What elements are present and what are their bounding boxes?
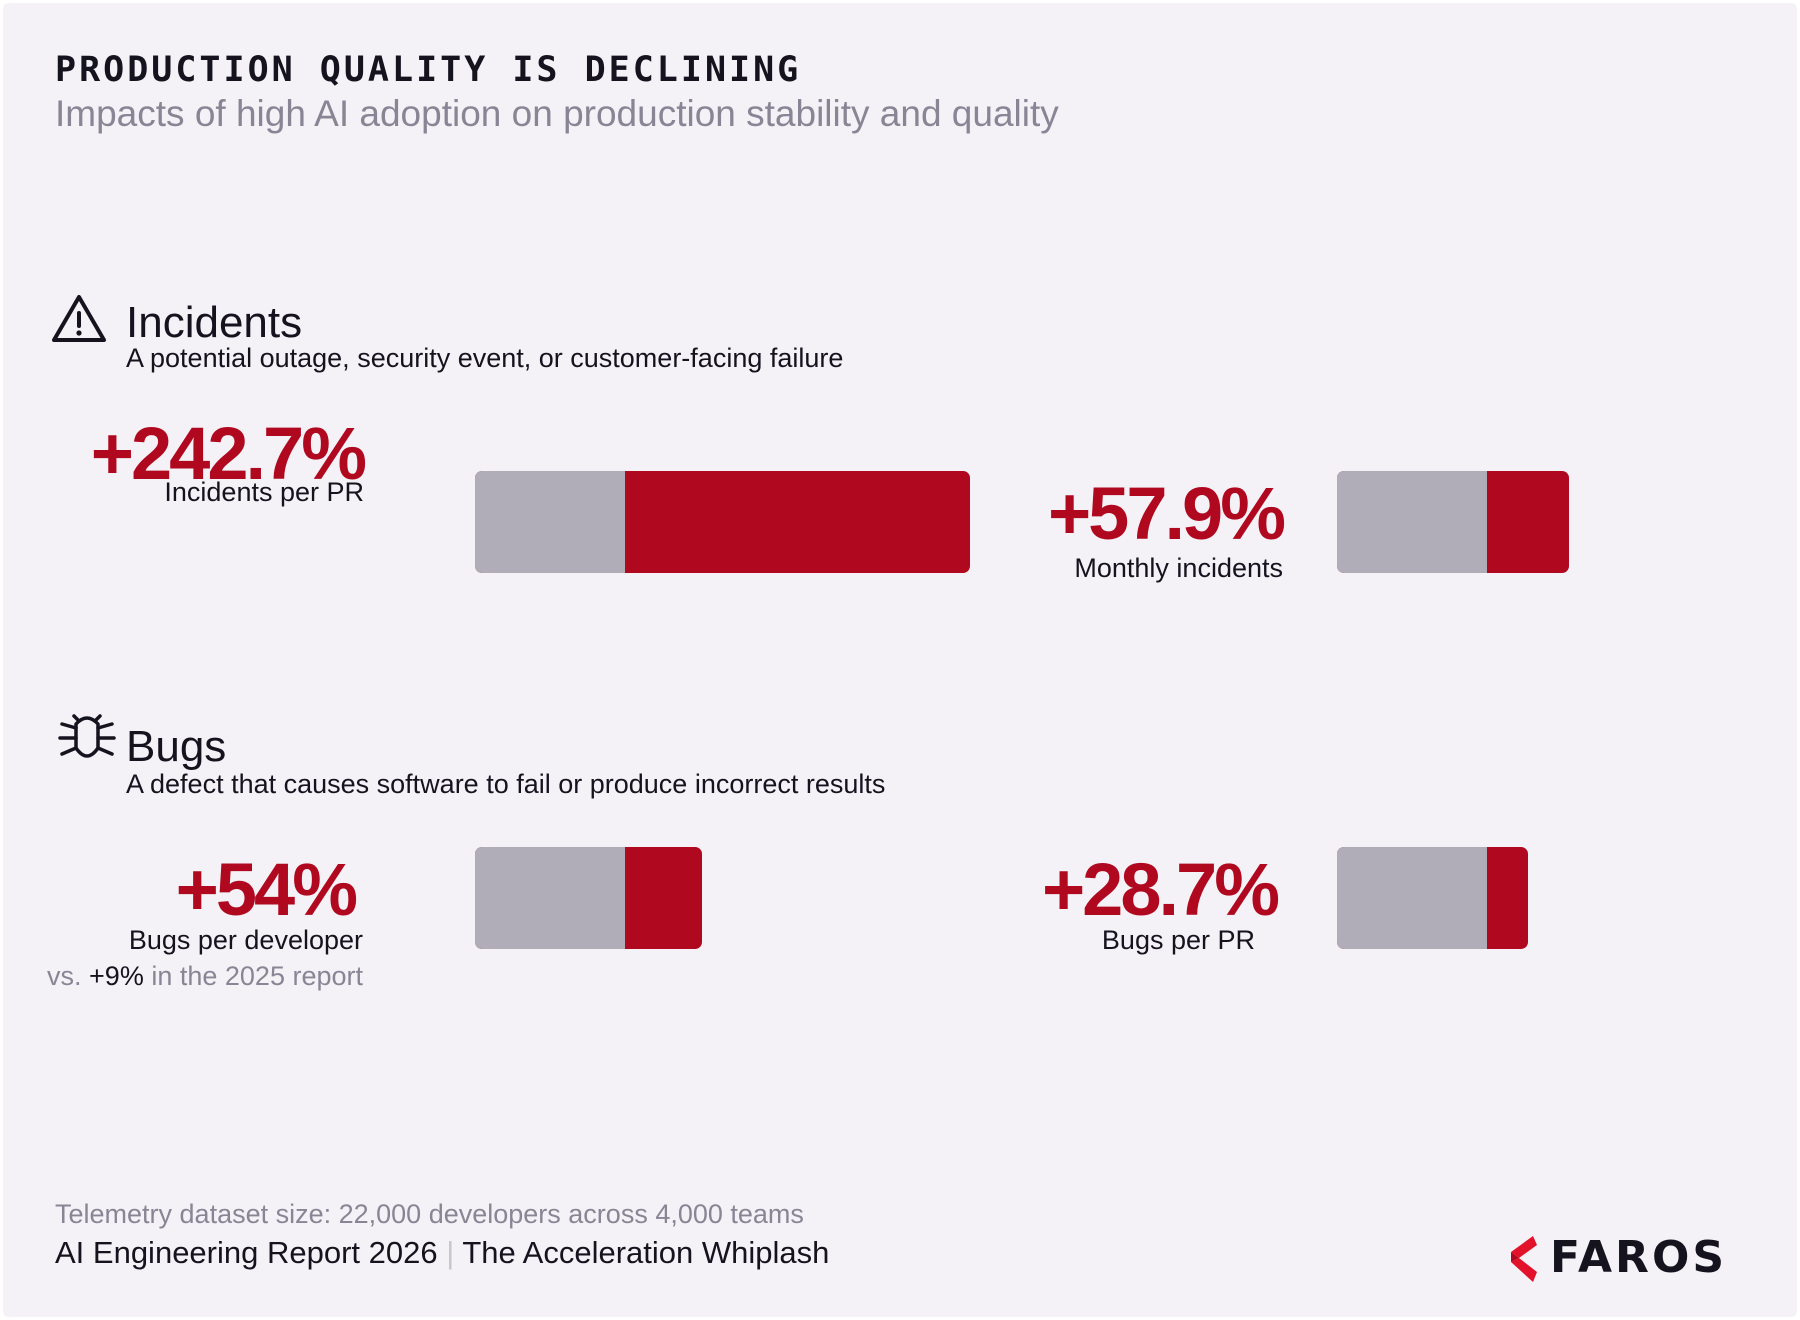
incidents-per-pr-value: +242.7% xyxy=(90,412,367,495)
incidents-per-pr-bar xyxy=(475,471,970,573)
bugs-per-developer-baseline-segment xyxy=(475,847,625,949)
bugs-per-pr-bar xyxy=(1337,847,1528,949)
faros-logo-text: FAROS xyxy=(1550,1232,1728,1283)
report-title: AI Engineering Report 2026 xyxy=(55,1235,438,1270)
bugs-per-developer-bar xyxy=(475,847,702,949)
report-separator: | xyxy=(446,1235,455,1270)
monthly-incidents-baseline-segment xyxy=(1337,471,1487,573)
monthly-incidents-value: +57.9% xyxy=(1047,472,1286,555)
report-credit: AI Engineering Report 2026 | The Acceler… xyxy=(55,1235,829,1271)
warning-triangle-icon xyxy=(52,295,106,342)
bugs-per-pr-label: Bugs per PR xyxy=(1101,925,1255,955)
bugs-per-pr-baseline-segment xyxy=(1337,847,1487,949)
note-value: +9% xyxy=(89,961,144,991)
incidents-per-pr-baseline-segment xyxy=(475,471,625,573)
bug-icon xyxy=(58,714,116,758)
note-prefix: vs. xyxy=(47,961,82,991)
monthly-incidents-label: Monthly incidents xyxy=(1074,553,1283,583)
bugs-title: Bugs xyxy=(126,722,227,771)
incidents-per-pr-label: Incidents per PR xyxy=(164,477,364,507)
dataset-note: Telemetry dataset size: 22,000 developer… xyxy=(55,1199,804,1229)
bugs-per-developer-note: vs. +9% in the 2025 report xyxy=(47,961,363,992)
monthly-incidents-bar xyxy=(1337,471,1569,573)
bugs-description: A defect that causes software to fail or… xyxy=(126,769,886,799)
infographic-card xyxy=(3,3,1797,1317)
bugs-per-developer-label: Bugs per developer xyxy=(128,925,363,955)
note-suffix: in the 2025 report xyxy=(151,961,363,991)
bugs-per-pr-value: +28.7% xyxy=(1041,848,1280,931)
bugs-per-developer-value: +54% xyxy=(175,848,358,931)
kicker-title: PRODUCTION QUALITY IS DECLINING xyxy=(55,50,802,90)
incidents-description: A potential outage, security event, or c… xyxy=(126,343,844,373)
report-subtitle: The Acceleration Whiplash xyxy=(462,1235,830,1270)
faros-logo-icon xyxy=(1511,1236,1537,1282)
subtitle: Impacts of high AI adoption on productio… xyxy=(55,93,1059,134)
incidents-title: Incidents xyxy=(126,298,303,347)
